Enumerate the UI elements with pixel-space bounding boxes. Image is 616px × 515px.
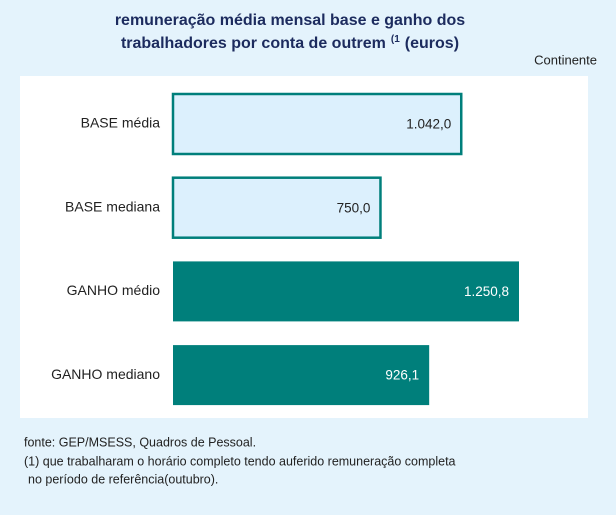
value-label: 1.250,8 xyxy=(464,284,509,299)
source: fonte: GEP/MSESS, Quadros de Pessoal. xyxy=(24,435,256,449)
value-label: 1.042,0 xyxy=(406,117,451,132)
y-tick-label: BASE mediana xyxy=(65,198,160,214)
y-tick-label: GANHO médio xyxy=(67,282,161,298)
footnote: (1) que trabalharam o horário completo t… xyxy=(24,454,456,468)
chart-title: trabalhadores por conta de outrem xyxy=(121,35,386,52)
bar xyxy=(171,92,463,156)
chart-title: remuneração média mensal base e ganho do… xyxy=(115,12,465,29)
y-tick-label: GANHO mediano xyxy=(51,366,160,382)
title-suffix: (euros) xyxy=(405,35,459,52)
y-tick-label: BASE média xyxy=(81,115,161,131)
bar xyxy=(173,345,430,406)
value-label: 926,1 xyxy=(385,368,419,383)
footnote: no período de referência(outubro). xyxy=(28,472,218,486)
chart-title: trabalhadores por conta de outrem (1 (euro… xyxy=(121,34,459,53)
title-superscript: (1 xyxy=(391,34,400,45)
subtitle: Continente xyxy=(534,52,597,67)
bar xyxy=(171,176,382,239)
bar xyxy=(173,261,519,322)
value-label: 750,0 xyxy=(337,200,371,215)
